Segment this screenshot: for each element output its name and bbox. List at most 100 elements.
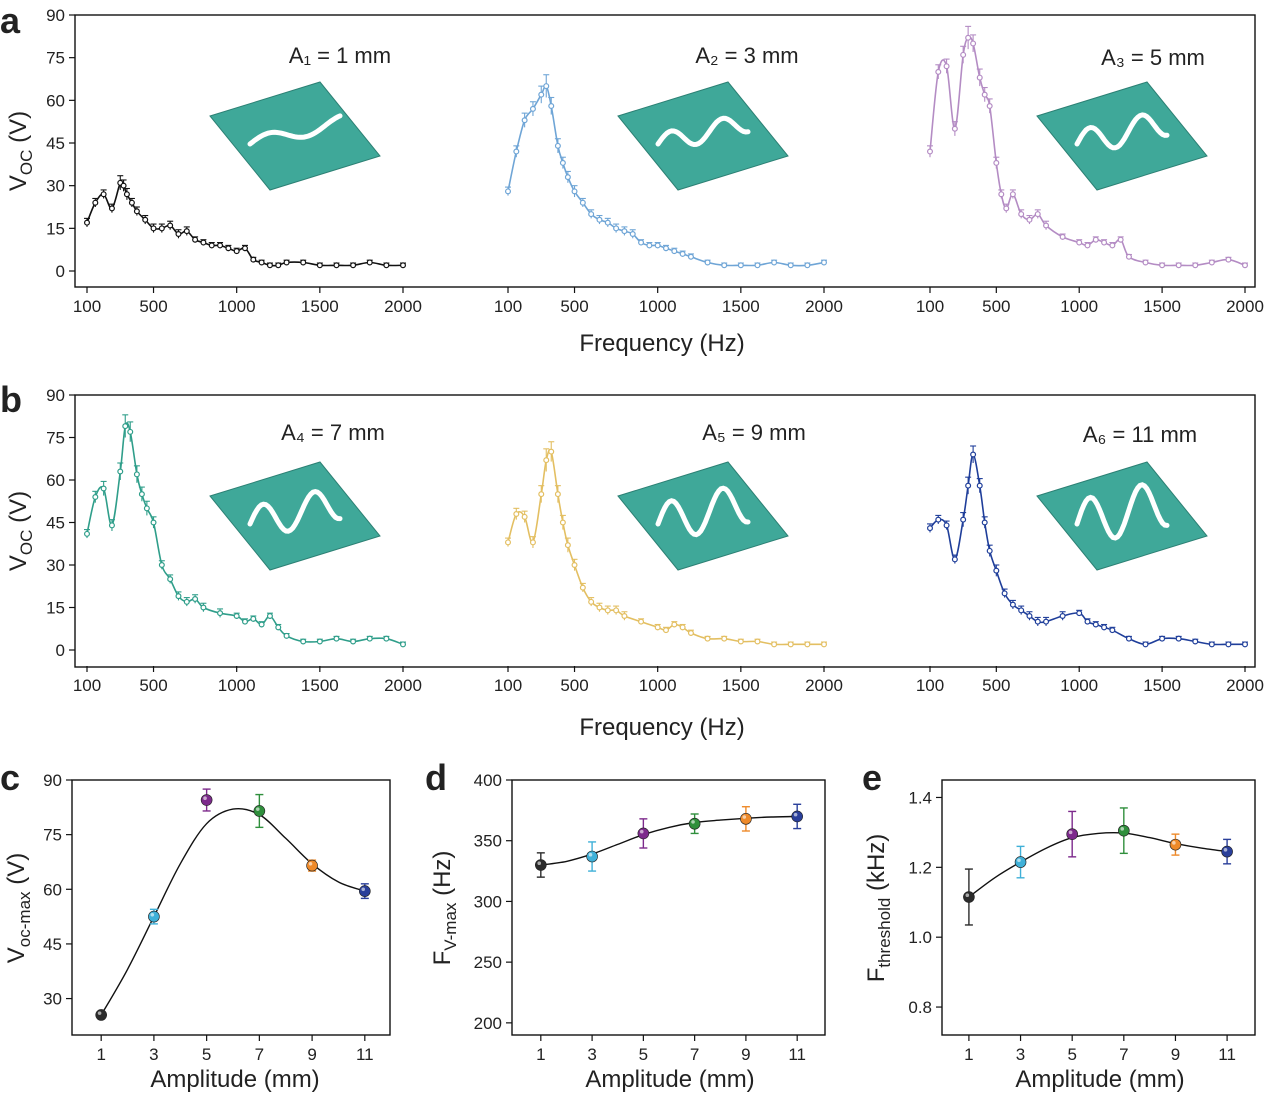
data-point-b3-7: [976, 482, 983, 489]
panel-c-frame: [71, 779, 391, 1036]
data-point-a3-32: [1241, 262, 1248, 269]
wave-strip-a3: [1074, 112, 1170, 151]
ytick-label-a1-0: 0: [56, 262, 65, 281]
panel-e-xlabel: Amplitude (mm): [1015, 1066, 1184, 1093]
wave-strip-a2: [655, 115, 751, 148]
data-point-b3-4: [960, 516, 967, 523]
data-point-a1-13: [175, 231, 182, 238]
xtick-label-b1-1: 500: [139, 676, 167, 695]
data-point-b2-2: [521, 513, 528, 520]
data-point-b3-13: [1018, 607, 1025, 614]
point-highlight-e-2: [1068, 830, 1073, 835]
data-point-b2-3: [529, 539, 536, 546]
data-point-b3-19: [1084, 618, 1091, 625]
data-point-b3-12: [1009, 601, 1016, 608]
data-point-b2-12: [588, 598, 595, 605]
panel-letter-a: a: [0, 0, 21, 41]
xtick-label-d-4: 9: [741, 1045, 750, 1064]
data-point-b3-29: [1225, 641, 1232, 648]
data-point-a1-32: [383, 262, 390, 269]
ytick-label-d-3: 350: [474, 832, 502, 851]
xtick-label-b3-3: 1500: [1143, 676, 1181, 695]
data-point-a2-5: [543, 83, 550, 90]
data-point-a1-22: [250, 256, 257, 263]
data-point-a3-17: [1043, 222, 1050, 229]
xtick-label-a2-1: 500: [560, 297, 588, 316]
data-point-b1-12: [167, 576, 174, 583]
data-point-b2-14: [604, 607, 611, 614]
xtick-label-e-3: 7: [1119, 1045, 1128, 1064]
data-point-b2-19: [662, 627, 669, 634]
data-point-b1-14: [183, 598, 190, 605]
data-point-b1-4: [117, 468, 124, 475]
data-point-a1-11: [158, 225, 165, 232]
data-point-a2-8: [559, 159, 566, 166]
point-highlight-e-3: [1120, 827, 1125, 831]
data-point-a3-2: [943, 63, 950, 70]
xtick-label-a1-4: 2000: [384, 297, 422, 316]
point-highlight-c-4: [308, 862, 313, 866]
point-highlight-e-4: [1172, 841, 1176, 845]
data-point-b2-24: [721, 635, 728, 642]
data-point-b3-20: [1092, 621, 1099, 628]
data-point-b1-9: [143, 505, 150, 512]
xtick-label-b2-4: 2000: [805, 676, 843, 695]
data-point-a2-6: [548, 103, 555, 110]
data-point-a1-15: [192, 236, 199, 243]
data-point-a3-8: [981, 91, 988, 98]
ytick-label-b1-5: 75: [46, 429, 65, 448]
data-point-e-0: [963, 891, 975, 903]
xtick-label-a2-0: 100: [494, 297, 522, 316]
panel-d-xlabel: Amplitude (mm): [585, 1066, 754, 1093]
data-point-b3-10: [993, 567, 1000, 574]
data-point-a3-15: [1026, 216, 1033, 223]
data-point-b2-7: [554, 491, 561, 498]
data-point-a3-3: [951, 125, 958, 132]
data-point-a3-13: [1009, 191, 1016, 198]
data-point-a1-29: [333, 262, 340, 269]
ytick-label-e-3: 1.4: [908, 788, 932, 807]
xtick-label-d-5: 11: [788, 1045, 806, 1064]
data-point-a1-28: [316, 262, 323, 269]
xtick-label-b2-2: 1000: [639, 676, 677, 695]
data-point-a2-11: [579, 199, 586, 206]
xtick-label-a3-2: 1000: [1060, 297, 1098, 316]
data-point-b2-11: [579, 584, 586, 591]
data-point-b1-8: [138, 491, 145, 498]
data-point-a1-2: [100, 191, 107, 198]
wave-strip-b1: [247, 489, 343, 534]
data-point-e-5: [1221, 845, 1233, 858]
data-point-b1-29: [366, 635, 373, 642]
data-point-b3-9: [986, 547, 993, 554]
plate-inset-a1: [209, 81, 381, 191]
data-point-a1-14: [183, 228, 190, 235]
xtick-label-e-1: 3: [1016, 1045, 1025, 1064]
plate-b2: [617, 461, 789, 571]
data-point-a3-18: [1059, 233, 1066, 240]
data-point-b1-30: [383, 635, 390, 642]
plate-b1: [209, 461, 381, 571]
xtick-label-b1-4: 2000: [384, 676, 422, 695]
data-point-a3-23: [1109, 242, 1116, 249]
data-point-a2-21: [662, 245, 669, 252]
data-point-c-0: [95, 1009, 107, 1021]
data-point-b1-19: [242, 618, 249, 625]
data-point-b3-5: [965, 482, 972, 489]
data-point-a3-21: [1092, 236, 1099, 243]
data-point-b3-17: [1059, 612, 1066, 619]
data-point-b1-7: [133, 471, 140, 478]
data-point-b3-23: [1125, 635, 1132, 642]
data-point-a1-17: [208, 242, 215, 249]
data-point-a1-9: [142, 216, 149, 223]
panel-letter-b: b: [0, 379, 22, 420]
xtick-label-e-0: 1: [964, 1045, 973, 1064]
data-point-b1-23: [275, 624, 282, 631]
data-point-b2-28: [787, 641, 794, 648]
data-point-b3-16: [1043, 618, 1050, 625]
xtick-label-e-2: 5: [1067, 1045, 1076, 1064]
data-point-b3-0: [926, 525, 933, 532]
xtick-label-d-3: 7: [690, 1045, 699, 1064]
data-point-b1-18: [233, 612, 240, 619]
data-point-b1-31: [400, 641, 407, 648]
panel-c-xlabel: Amplitude (mm): [150, 1066, 319, 1093]
